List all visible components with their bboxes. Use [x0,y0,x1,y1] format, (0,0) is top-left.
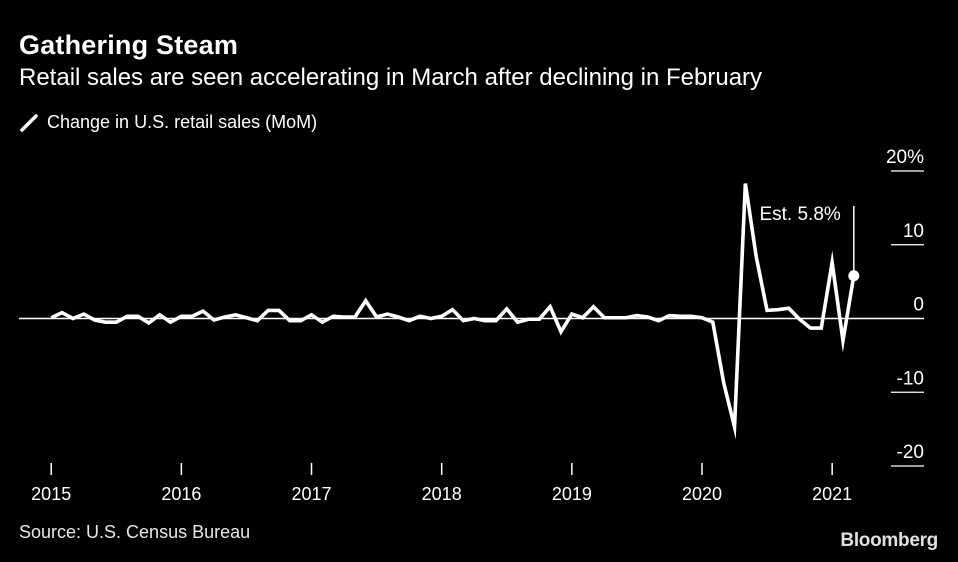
brand-logo: Bloomberg [840,530,938,551]
x-tick-label: 2020 [682,484,722,504]
source-note: Source: U.S. Census Bureau [19,522,251,542]
x-tick-label: 2018 [422,484,462,504]
x-tick-label: 2019 [552,484,592,504]
chart-subtitle: Retail sales are seen accelerating in Ma… [19,64,763,91]
y-gridlines: 20% 10 0 -10 -20 [19,147,924,467]
estimate-point [848,270,860,282]
series-line [50,183,856,440]
series-layer [50,183,856,440]
y-tick-label: -10 [897,368,924,389]
chart-title: Gathering Steam [19,30,239,60]
y-tick-label: -20 [897,442,924,463]
legend: Change in U.S. retail sales (MoM) [19,112,317,133]
x-tick-label: 2017 [292,484,332,504]
y-tick-label: 20% [886,147,924,168]
x-axis: 2015 2016 2017 2018 2019 2020 2021 [31,463,852,504]
y-tick-label: 10 [903,221,924,242]
x-tick-label: 2016 [161,484,201,504]
y-tick-label: 0 [913,295,924,316]
x-tick-label: 2021 [812,484,852,504]
annotation-layer: Est. 5.8% [759,204,860,282]
x-tick-label: 2015 [31,484,71,504]
legend-label: Change in U.S. retail sales (MoM) [47,112,318,132]
line-swatch-icon [20,113,38,132]
estimate-label: Est. 5.8% [759,204,840,225]
